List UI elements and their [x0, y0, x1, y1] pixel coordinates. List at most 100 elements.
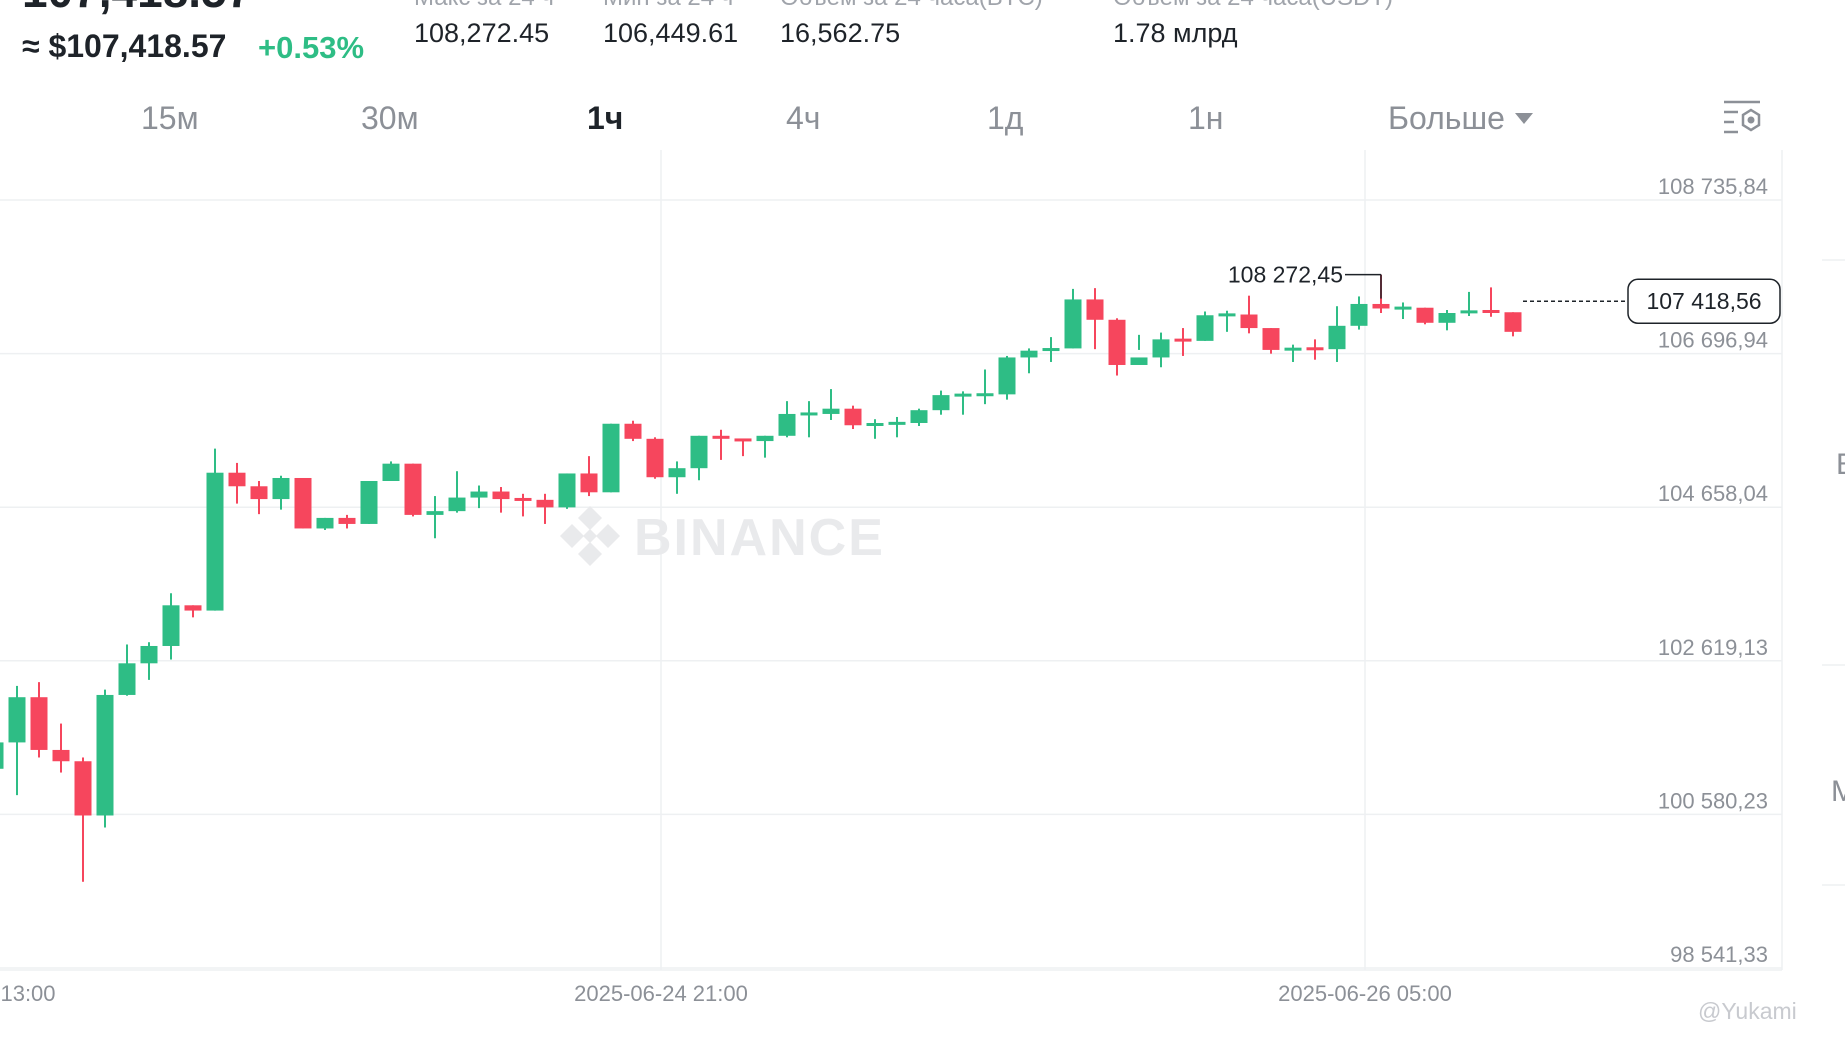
- x-axis-tick-label: 2025-06-26 05:00: [1278, 981, 1452, 1006]
- candle: [1064, 288, 1082, 349]
- x-axis-tick-label: 13:00: [0, 981, 55, 1006]
- candle-body: [30, 697, 48, 750]
- x-axis-tick-label: 2025-06-24 21:00: [574, 981, 748, 1006]
- candle-body: [8, 697, 26, 743]
- edge-letter-m: M: [1831, 775, 1845, 808]
- candle-body: [690, 435, 708, 469]
- candle-body: [250, 486, 268, 500]
- candle-body: [316, 517, 334, 529]
- candle: [294, 477, 312, 529]
- candle-body: [1372, 303, 1390, 309]
- candle-body: [426, 511, 444, 515]
- tab-1w[interactable]: 1н: [1188, 100, 1224, 136]
- credit-watermark: @Yukami: [1698, 998, 1797, 1024]
- chart-settings-icon[interactable]: [1722, 98, 1762, 136]
- y-axis-tick-label: 104 658,04: [1658, 481, 1768, 506]
- current-price-label: 107 418,56: [1646, 288, 1761, 314]
- y-axis: 108 735,84 106 696,94 104 658,04 102 619,13…: [1658, 174, 1768, 967]
- candle-body: [536, 499, 554, 508]
- candle: [778, 401, 796, 438]
- tab-more[interactable]: Больше: [1388, 100, 1533, 137]
- candle-body: [712, 435, 730, 439]
- candle-body: [1064, 299, 1082, 349]
- candle-body: [954, 393, 972, 397]
- chart-grid: [0, 150, 1845, 971]
- candle: [1306, 339, 1324, 360]
- candle-body: [360, 480, 378, 524]
- candle: [140, 642, 158, 680]
- candle: [206, 448, 224, 611]
- candle: [228, 462, 246, 504]
- high-price-label: 108 272,45: [1228, 262, 1343, 288]
- candle-body: [272, 477, 290, 500]
- candle-body: [1262, 328, 1280, 350]
- candle-body: [1174, 338, 1192, 342]
- candle: [360, 480, 378, 524]
- candle-body: [734, 438, 752, 442]
- candle-body: [1108, 319, 1126, 365]
- candle: [668, 461, 686, 494]
- tab-4h[interactable]: 4ч: [786, 100, 821, 136]
- candle-body: [492, 491, 510, 500]
- candle: [8, 685, 26, 796]
- candle-body: [668, 468, 686, 478]
- current-price-box: [1627, 278, 1781, 324]
- tab-30m[interactable]: 30м: [361, 100, 419, 136]
- candle-body: [888, 421, 906, 425]
- candle-body: [976, 393, 994, 397]
- candle-body: [998, 357, 1016, 395]
- candle: [866, 419, 884, 439]
- tab-1d[interactable]: 1д: [987, 100, 1024, 136]
- candle-body: [1196, 315, 1214, 341]
- candle-body: [756, 435, 774, 442]
- candle: [1174, 328, 1192, 356]
- candle: [1196, 311, 1214, 341]
- candle: [624, 420, 642, 442]
- candle: [932, 390, 950, 415]
- candle-body: [1152, 339, 1170, 358]
- candle: [888, 416, 906, 438]
- candle-body: [1306, 347, 1324, 351]
- candle-body: [910, 410, 928, 423]
- candle-body: [0, 742, 4, 769]
- candle: [118, 644, 136, 696]
- candle: [0, 742, 4, 769]
- tab-15m[interactable]: 15м: [141, 100, 199, 136]
- candle-body: [448, 497, 466, 512]
- candle-body: [1394, 306, 1412, 310]
- candle-body: [1350, 303, 1368, 326]
- stat-volume-usdt-label: Объем за 24 часа(USDT): [1113, 0, 1393, 12]
- candle-body: [602, 423, 620, 493]
- stat-high-value: 108,272.45: [414, 18, 550, 48]
- edge-letter-b: B: [1836, 448, 1845, 482]
- candle-body: [778, 413, 796, 436]
- candle: [1284, 344, 1302, 362]
- candle: [602, 423, 620, 493]
- candle-body: [932, 395, 950, 411]
- candle-body: [1042, 348, 1060, 352]
- candle-body: [800, 412, 818, 416]
- candle-body: [1416, 307, 1434, 323]
- candle-body: [228, 472, 246, 487]
- price-markers: 108 272,45 107 418,56: [1228, 262, 1781, 324]
- candle: [756, 435, 774, 458]
- y-axis-tick-label: 98 541,33: [1670, 942, 1768, 967]
- candle: [910, 408, 928, 427]
- candle: [1240, 295, 1258, 334]
- candle: [646, 437, 664, 479]
- candle-body: [184, 605, 202, 611]
- candle: [1042, 337, 1060, 362]
- candle-body: [1086, 299, 1104, 320]
- candle-body: [382, 463, 400, 481]
- candle-body: [1020, 350, 1038, 358]
- candle: [1328, 306, 1346, 362]
- candle: [52, 723, 70, 773]
- tab-more-label: Больше: [1388, 100, 1505, 136]
- candle-body: [338, 517, 356, 524]
- tab-1h[interactable]: 1ч: [587, 100, 624, 136]
- candle: [74, 757, 92, 882]
- candle: [426, 496, 444, 539]
- candle: [404, 463, 422, 517]
- candle-body: [1460, 310, 1478, 314]
